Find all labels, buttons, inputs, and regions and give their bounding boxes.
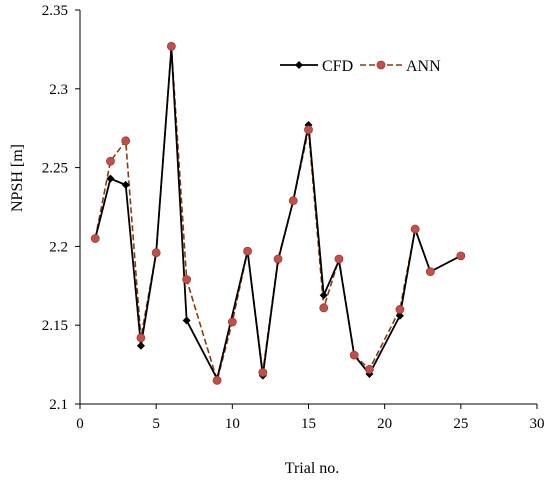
- y-tick-label: 2.1: [49, 397, 68, 413]
- ann-data-point: [410, 224, 420, 234]
- y-axis-title: NPSH [m]: [9, 144, 26, 212]
- ann-data-point: [166, 41, 176, 51]
- ann-data-point: [243, 246, 252, 256]
- y-tick-label: 2.35: [42, 3, 68, 19]
- y-tick-label: 2.3: [49, 82, 68, 98]
- legend-cfd-marker: [295, 61, 303, 69]
- x-tick-label: 20: [377, 416, 392, 432]
- legend-ann-marker: [376, 60, 386, 70]
- x-tick-label: 30: [530, 416, 545, 432]
- ann-data-point: [258, 368, 268, 377]
- y-tick-label: 2.25: [42, 161, 68, 177]
- cfd-data-point: [121, 180, 130, 189]
- tick-marks: [75, 9, 538, 409]
- x-tick-label: 5: [152, 416, 160, 432]
- cfd-series-line: [94, 47, 462, 382]
- x-axis-title: Trial no.: [285, 460, 340, 477]
- ann-series-line: [94, 46, 462, 384]
- ann-data-point: [106, 156, 115, 166]
- ann-data-point: [273, 254, 283, 264]
- cfd-data-point: [319, 291, 328, 300]
- ann-data-point: [425, 267, 435, 277]
- ann-data-point: [121, 136, 131, 146]
- legend-cfd-label: CFD: [322, 58, 353, 75]
- legend-ann-label: ANN: [406, 58, 441, 75]
- axes: [79, 10, 537, 405]
- cfd-data-point: [136, 341, 145, 350]
- ann-data-point: [349, 350, 359, 360]
- cfd-data-point: [395, 311, 404, 320]
- ann-data-point: [182, 275, 192, 284]
- y-tick-label: 2.15: [42, 318, 68, 334]
- series-layer: [90, 41, 466, 385]
- ann-data-point: [288, 196, 298, 206]
- cfd-data-point: [304, 121, 313, 130]
- ann-data-point: [212, 375, 222, 385]
- ann-data-point: [227, 317, 237, 327]
- ann-data-point: [319, 303, 329, 313]
- y-tick-label: 2.2: [49, 239, 68, 255]
- ann-data-point: [395, 305, 405, 314]
- cfd-data-point: [182, 316, 191, 325]
- ann-data-point: [136, 333, 146, 343]
- x-tick-label: 0: [76, 416, 84, 432]
- ann-data-point: [304, 125, 313, 135]
- cfd-data-point: [106, 174, 115, 183]
- ann-data-point: [365, 364, 374, 374]
- ann-data-point: [90, 234, 100, 243]
- x-tick-label: 15: [301, 416, 316, 432]
- x-tick-label: 25: [453, 416, 468, 432]
- ann-data-point: [151, 248, 161, 258]
- ann-data-point: [456, 251, 466, 261]
- legend: CFD ANN: [280, 58, 441, 75]
- x-tick-label: 10: [225, 416, 240, 432]
- ann-data-point: [334, 254, 344, 264]
